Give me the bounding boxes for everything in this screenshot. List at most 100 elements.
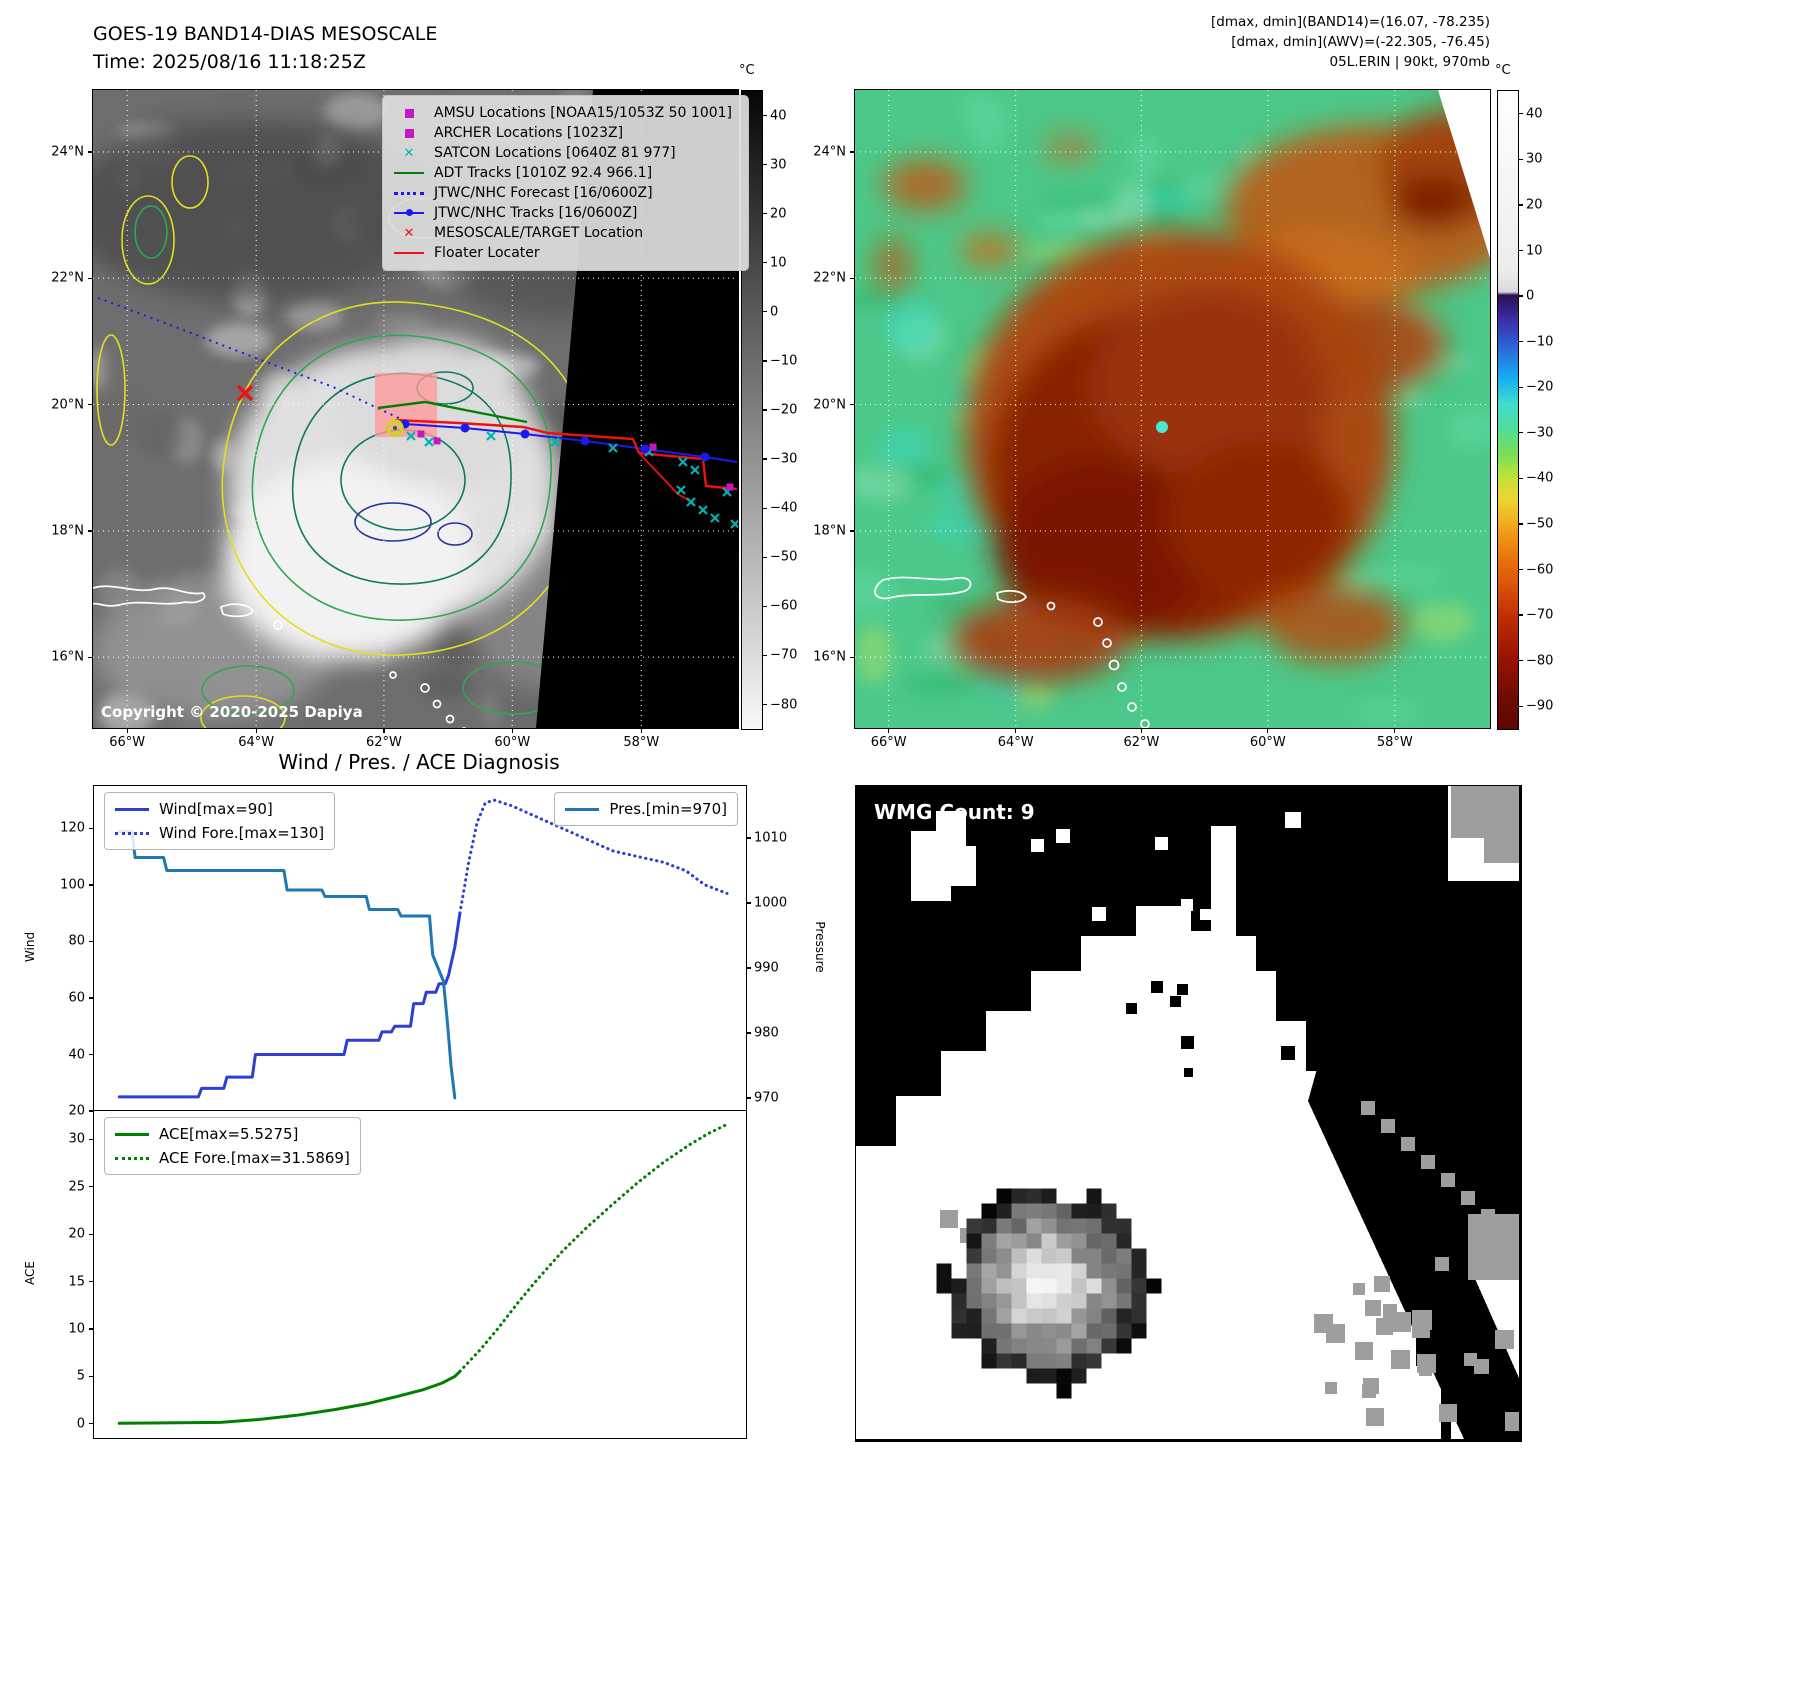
storm-id: 05L.ERIN | 90kt, 970mb [1329, 54, 1490, 70]
tick-mark [89, 884, 94, 886]
band14-title-block: GOES-19 BAND14-DIAS MESOSCALE Time: 2025… [93, 20, 437, 76]
y-tick-label: 18°N [51, 523, 84, 539]
colorbar-tick: 0 [770, 304, 779, 320]
legend-sample [115, 1156, 149, 1160]
legend-item: AMSU Locations [NOAA15/1053Z 50 1001] [392, 103, 739, 123]
adt-track-line [377, 400, 528, 424]
line-marker-icon [392, 252, 426, 254]
awv-satellite-image [855, 90, 1490, 728]
track-point-marker [700, 452, 710, 462]
colorbar-tick: −40 [770, 500, 798, 516]
awv-map-panel: 66°W 64°W 62°W 60°W 58°W 24°N 22°N 20°N 18°N 16°N [813, 89, 1491, 750]
tick-mark [1267, 728, 1269, 733]
tick-mark [1518, 705, 1523, 707]
track-overlays [97, 297, 738, 529]
legend-label: ACE[max=5.5275] [159, 1125, 299, 1143]
amsu-square-marker [649, 443, 657, 451]
tick-mark [88, 530, 93, 532]
y-tick-label: 0 [76, 1416, 85, 1432]
colorbar-tick: −70 [770, 647, 798, 663]
legend-sample [115, 1132, 149, 1136]
x-marker-icon: ✕ [403, 225, 415, 241]
band14-map-panel: AMSU Locations [NOAA15/1053Z 50 1001] ARC… [51, 89, 749, 750]
colorbar-tick: −80 [770, 697, 798, 712]
legend-label: Wind Fore.[max=130] [159, 824, 325, 842]
adt-center-marker [386, 419, 404, 437]
y-tick-label: 60 [68, 990, 85, 1006]
tick-mark [762, 311, 767, 313]
y-tick-label: 5 [76, 1368, 85, 1384]
wmg-image [856, 786, 1519, 1439]
colorbar-tick: 40 [770, 108, 787, 123]
tick-mark [1518, 113, 1523, 115]
colorbar-tick: −20 [1526, 379, 1554, 395]
colorbar-tick: 30 [770, 157, 787, 173]
colorbar-tick: −90 [1526, 698, 1554, 714]
x-tick-label: 66°W [870, 735, 907, 750]
y-tick-label-right: 980 [754, 1025, 779, 1041]
tick-mark [89, 1233, 94, 1235]
tick-mark [850, 151, 855, 153]
y-tick-label: 10 [68, 1321, 85, 1337]
colorbar-tick: −50 [770, 549, 798, 565]
satcon-x-marker [690, 465, 700, 475]
square-marker-icon [392, 128, 426, 138]
satcon-x-marker [676, 485, 686, 495]
colorbar-tick: 0 [1526, 288, 1535, 304]
line-dot-marker-icon [392, 209, 426, 217]
tick-mark [89, 1423, 94, 1425]
track-point-marker [640, 444, 650, 454]
colorbar-tick: −30 [770, 451, 798, 467]
legend-label: Wind[max=90] [159, 800, 273, 818]
copyright: Copyright © 2020-2025 Dapiya [101, 703, 363, 721]
colorbar-tick: −20 [770, 402, 798, 418]
x-tick-label: 62°W [1123, 735, 1160, 750]
wind-pressure-chart: 20 40 60 80 100 120 970 980 990 1000 1010 Wind[max=… [60, 785, 787, 1119]
wmg-count: WMG Count: 9 [874, 800, 1035, 824]
tick-mark [1518, 659, 1523, 662]
tick-mark [88, 151, 93, 153]
tick-mark [89, 997, 94, 999]
amsu-square-marker [417, 430, 425, 438]
legend-label: MESOSCALE/TARGET Location [434, 225, 644, 241]
tick-mark [255, 728, 257, 733]
tick-mark [850, 277, 855, 279]
tick-mark [746, 837, 751, 839]
tick-mark [1518, 614, 1523, 616]
legend-label: ARCHER Locations [1023Z] [434, 125, 624, 141]
y-tick-label: 22°N [51, 270, 84, 286]
y-tick-label: 20°N [813, 397, 846, 412]
dmax-band14: [dmax, dmin](BAND14)=(16.07, -78.235) [1210, 14, 1490, 30]
tick-mark [89, 1375, 94, 1378]
x-tick-label: 64°W [997, 735, 1034, 750]
ace-axis-label: ACE [23, 1261, 37, 1285]
y-tick-label: 24°N [51, 144, 84, 160]
tick-mark [1518, 158, 1523, 161]
legend-item: ARCHER Locations [1023Z] [392, 123, 739, 143]
colorbar-tick: 30 [1526, 151, 1543, 167]
tick-mark [126, 728, 128, 733]
tick-mark [850, 530, 855, 532]
series-line [117, 911, 462, 1099]
tick-mark [89, 940, 94, 943]
satcon-x-marker [406, 431, 416, 441]
mesoscale-target-x-marker [236, 384, 254, 402]
chart-canvas [117, 798, 729, 1100]
colorbar-tick: 10 [770, 255, 787, 271]
tick-mark [762, 654, 767, 657]
legend-item: ✕ SATCON Locations [0640Z 81 977] [392, 143, 739, 163]
legend-label: Pres.[min=970] [609, 800, 727, 818]
tick-mark [1518, 477, 1523, 480]
tick-mark [1518, 432, 1523, 434]
line-marker-icon [392, 172, 426, 174]
wmg-cold-band [1308, 1044, 1519, 1439]
wind-axis-label: Wind [23, 931, 37, 963]
tick-mark [762, 507, 767, 509]
chart-legend: Wind[max=90] Wind Fore.[max=130] [104, 792, 336, 850]
tick-mark [88, 403, 93, 406]
colorbar-tick: 20 [1526, 197, 1543, 213]
tick-mark [762, 360, 767, 362]
y-tick-label: 16°N [813, 649, 846, 665]
off-scan-wedge [1438, 90, 1490, 258]
y-tick-label: 100 [60, 877, 85, 893]
